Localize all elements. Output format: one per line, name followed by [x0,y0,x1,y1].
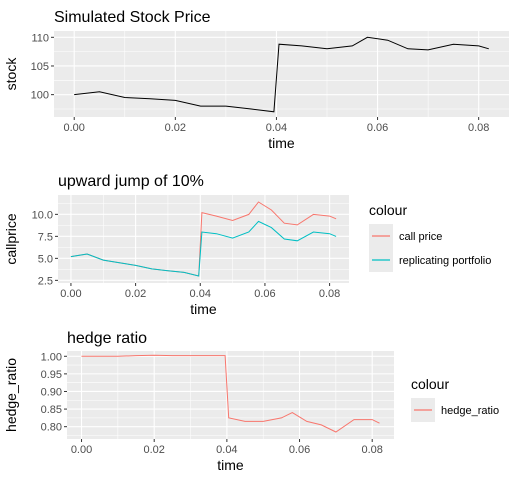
y-tick-label: 0.95 [41,369,62,381]
y-tick-label: 105 [31,61,49,73]
plot-panel [54,31,509,117]
legend-item-label: call price [399,231,442,243]
chart-title: hedge ratio [67,330,147,347]
x-tick-label: 0.06 [289,444,310,456]
x-tick-label: 0.02 [125,288,146,300]
x-tick-label: 0.04 [266,122,287,134]
y-axis-title: callprice [3,213,19,265]
series-line-1 [74,36,489,113]
x-axis-title: time [190,301,217,317]
x-tick-label: 0.02 [143,444,164,456]
y-tick-label: 0.85 [41,404,62,416]
series-line-2 [70,220,337,277]
y-axis-title: hedge_ratio [3,358,19,432]
chart-title: upward jump of 10% [58,173,204,190]
plot-panel [67,351,394,439]
y-tick-label: 5.0 [38,253,53,265]
x-tick-label: 0.00 [64,122,85,134]
y-tick-label: 0.80 [41,422,62,434]
chart-title: Simulated Stock Price [54,9,211,26]
legend-item-label: hedge_ratio [441,405,499,417]
y-tick-label: 1.00 [41,351,62,363]
legend-title: colour [411,376,449,392]
legend: colour call price replicating portfolio [369,202,491,272]
legend-item-label: replicating portfolio [399,255,491,267]
y-tick-label: 2.5 [38,275,53,287]
x-axis-title: time [268,135,295,151]
y-tick-label: 0.90 [41,386,62,398]
y-axis-title: stock [3,57,19,91]
x-tick-label: 0.04 [190,288,211,300]
x-tick-label: 0.08 [319,288,340,300]
chart-panel-2: upward jump of 10% 0.00 0.02 0.04 0.06 0.08 2.… [3,173,491,317]
series-line-1 [81,354,380,433]
x-tick-label: 0.00 [60,288,81,300]
plot-panel [58,195,349,283]
x-tick-label: 0.06 [254,288,275,300]
x-tick-label: 0.00 [71,444,92,456]
y-tick-label: 10.0 [32,209,53,221]
chart-panel-1: Simulated Stock Price 0.00 0.02 0.04 0.06 0.0… [3,9,509,151]
y-tick-label: 7.5 [38,231,53,243]
x-axis-title: time [217,457,244,473]
y-tick-label: 100 [31,90,49,102]
x-tick-label: 0.08 [468,122,489,134]
chart-panel-3: hedge ratio 0.00 0.02 0.04 0.06 0.08 0.80 0.85 0… [3,330,499,473]
x-tick-label: 0.08 [361,444,382,456]
x-tick-label: 0.04 [216,444,237,456]
x-tick-label: 0.06 [367,122,388,134]
legend-title: colour [369,202,407,218]
x-tick-label: 0.02 [165,122,186,134]
legend: colour hedge_ratio [411,376,499,422]
y-tick-label: 110 [31,32,49,44]
